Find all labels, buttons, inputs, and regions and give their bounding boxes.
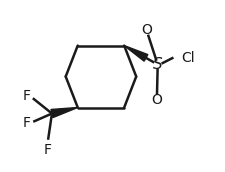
Text: F: F: [43, 143, 51, 157]
Text: F: F: [22, 116, 30, 130]
Text: Cl: Cl: [180, 51, 194, 65]
Text: F: F: [22, 89, 30, 103]
Polygon shape: [124, 46, 147, 61]
Text: O: O: [140, 23, 151, 37]
Polygon shape: [51, 108, 77, 118]
Text: O: O: [151, 93, 162, 107]
Text: S: S: [152, 57, 162, 72]
